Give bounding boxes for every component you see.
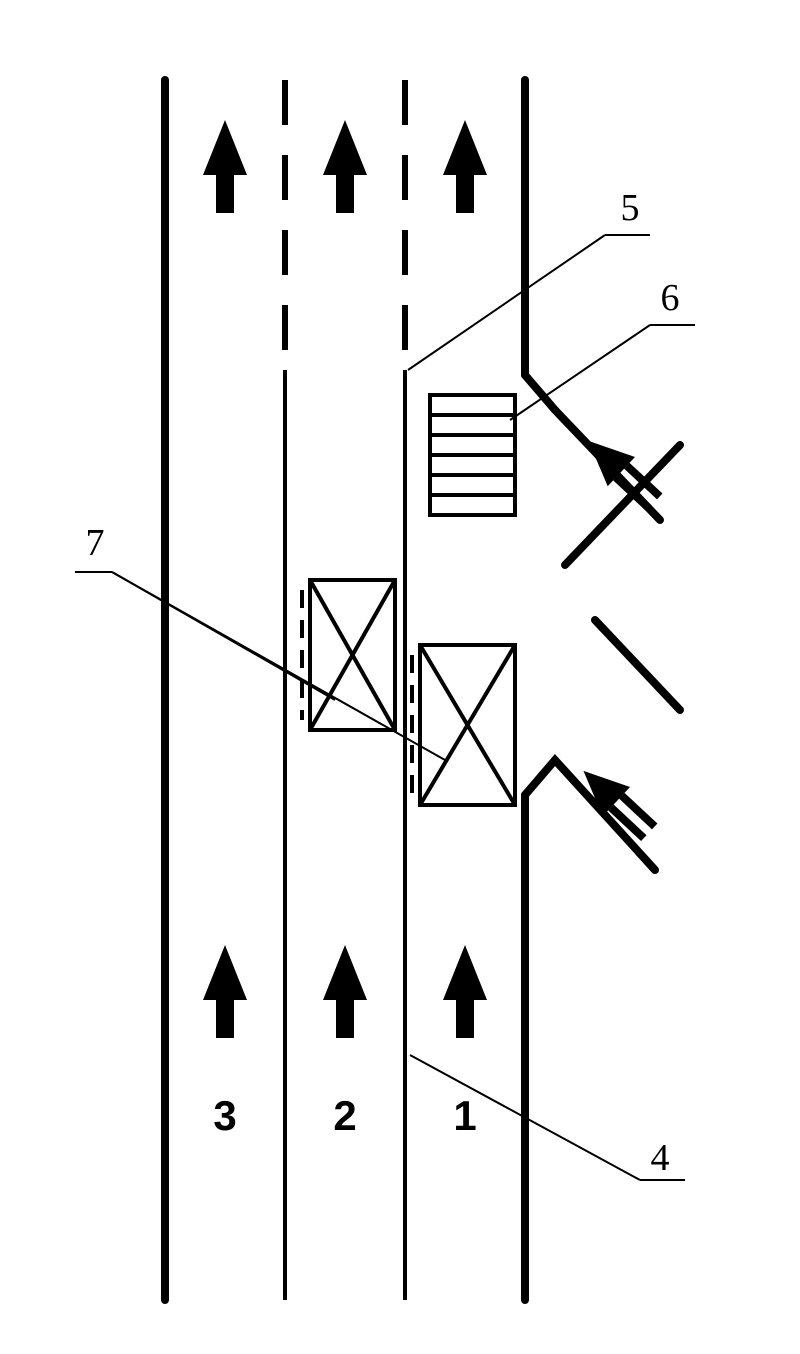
callout-7-label: 7 (86, 522, 105, 564)
zone-7-right (412, 645, 515, 805)
arrow-top-1 (203, 120, 247, 213)
arrow-bottom-2 (323, 945, 367, 1038)
arrow-bottom-3 (443, 945, 487, 1038)
road-diagram: 3 2 1 5 6 7 4 (0, 0, 800, 1354)
callout-4-label: 4 (651, 1137, 670, 1179)
zone-6-hatched (430, 395, 515, 515)
callout-5-label: 5 (621, 187, 640, 229)
arrow-top-3 (443, 120, 487, 213)
callout-6-line (510, 325, 650, 420)
zone-7-left (302, 580, 395, 730)
lane-label-1: 1 (453, 1092, 476, 1139)
lane-label-3: 3 (213, 1092, 236, 1139)
lane-label-2: 2 (333, 1092, 356, 1139)
callout-6-label: 6 (661, 277, 680, 319)
arrow-bottom-1 (203, 945, 247, 1038)
ramp-mid-lower (595, 620, 680, 710)
callout-5-line (408, 235, 605, 370)
arrow-top-2 (323, 120, 367, 213)
